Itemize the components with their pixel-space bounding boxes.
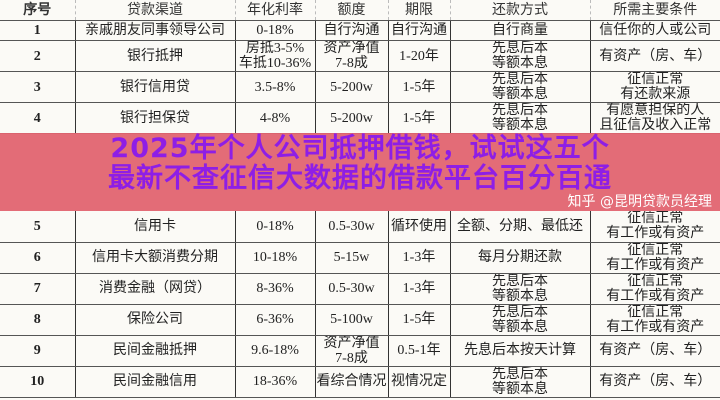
table-cell: 征信正常 有工作或有资产 (589, 304, 720, 336)
table-cell: 信用卡 (74, 211, 235, 243)
table-cell: 每月分期还款 (449, 242, 590, 274)
table-cell: 1-3年 (387, 242, 450, 274)
table-cell: 有资产（房、车） (589, 335, 720, 367)
table-cell: 银行担保贷 (74, 102, 235, 134)
table-cell: 征信正常 有还款来源 (589, 71, 720, 103)
table-cell: 全额、分期、最低还 (449, 211, 590, 243)
table-cell: 4 (0, 102, 75, 134)
column-header: 额度 (314, 0, 388, 21)
table-cell: 房抵3-5% 车抵10-36% (234, 40, 315, 72)
table-row: 6 信用卡大额消费分期 10-18% 5-15w 1-3年 每月分期还款 征信正常 有工作或… (0, 242, 720, 274)
table-cell: 视情况定 (387, 366, 450, 398)
loan-channels-table-bottom: 5 信用卡 0-18% 0.5-30w 循环使用 全额、分期、最低还 征信正常 有工作或有资… (0, 211, 720, 398)
table-cell: 9.6-18% (234, 335, 315, 367)
watermark: 知乎 @昆明贷款员经理 (567, 194, 712, 210)
table-cell: 0-18% (234, 20, 315, 41)
table-cell: 5-200w (314, 71, 388, 103)
table-cell: 保险公司 (74, 304, 235, 336)
table-cell: 2 (0, 40, 75, 72)
table-cell: 7 (0, 273, 75, 305)
table-cell: 亲戚朋友同事领导公司 (74, 20, 235, 41)
table-cell: 民间金融抵押 (74, 335, 235, 367)
column-header: 期限 (387, 0, 450, 21)
table-cell: 8 (0, 304, 75, 336)
table-cell: 消费金融（网贷） (74, 273, 235, 305)
table-cell: 民间金融信用 (74, 366, 235, 398)
table-cell: 先息后本 等额本息 (449, 40, 590, 72)
table-cell: 征信正常 有工作或有资产 (589, 242, 720, 274)
table-cell: 5 (0, 211, 75, 243)
table-cell: 银行信用贷 (74, 71, 235, 103)
table-row: 10 民间金融信用 18-36% 看综合情况 视情况定 先息后本 等额本息 有资产（房、车） (0, 366, 720, 398)
table-row: 1 亲戚朋友同事领导公司 0-18% 自行沟通 自行沟通 自行商量 信任你的人或公司 (0, 20, 720, 41)
table-cell: 自行沟通 (387, 20, 450, 41)
table-cell: 0.5-30w (314, 211, 388, 243)
table-cell: 征信正常 有工作或有资产 (589, 211, 720, 243)
table-row: 4 银行担保贷 4-8% 5-200w 1-5年 先息后本 等额本息 有愿意担保的人 且征信… (0, 102, 720, 134)
table-header: 序号 贷款渠道 年化利率 额度 期限 还款方式 所需主要条件 (0, 0, 720, 21)
table-cell: 资产净值 7-8成 (314, 335, 388, 367)
table-cell: 0.5-1年 (387, 335, 450, 367)
table-cell: 6 (0, 242, 75, 274)
table-cell: 资产净值 7-8成 (314, 40, 388, 72)
table-row: 9 民间金融抵押 9.6-18% 资产净值 7-8成 0.5-1年 先息后本按天计算 有资产… (0, 335, 720, 367)
table-row: 8 保险公司 6-36% 5-100w 1-5年 先息后本 等额本息 征信正常 有工作或有资… (0, 304, 720, 336)
table-row: 7 消费金融（网贷） 8-36% 0.5-30w 1-3年 先息后本 等额本息 征信正常 有… (0, 273, 720, 305)
table-row: 5 信用卡 0-18% 0.5-30w 循环使用 全额、分期、最低还 征信正常 有工作或有资… (0, 211, 720, 243)
table-cell: 先息后本 等额本息 (449, 273, 590, 305)
loan-channels-table-top: 序号 贷款渠道 年化利率 额度 期限 还款方式 所需主要条件 1 亲戚朋友同事领导公司 0-18… (0, 0, 720, 134)
table-cell: 有资产（房、车） (589, 40, 720, 72)
table-cell: 0-18% (234, 211, 315, 243)
table-row: 2 银行抵押 房抵3-5% 车抵10-36% 资产净值 7-8成 1-20年 先息后本 等… (0, 40, 720, 72)
table-cell: 1-20年 (387, 40, 450, 72)
table-cell: 先息后本 等额本息 (449, 366, 590, 398)
table-cell: 9 (0, 335, 75, 367)
table-cell: 5-100w (314, 304, 388, 336)
table-cell: 自行商量 (449, 20, 590, 41)
table-cell: 自行沟通 (314, 20, 388, 41)
table-cell: 4-8% (234, 102, 315, 134)
table-cell: 3 (0, 71, 75, 103)
table-cell: 8-36% (234, 273, 315, 305)
column-header: 序号 (0, 0, 75, 21)
table-cell: 5-200w (314, 102, 388, 134)
table-cell: 0.5-30w (314, 273, 388, 305)
table-cell: 5-15w (314, 242, 388, 274)
table-cell: 先息后本 等额本息 (449, 304, 590, 336)
table-cell: 征信正常 有工作或有资产 (589, 273, 720, 305)
headline-line-1: 2025年个人公司抵押借钱，试试这五个 (110, 133, 610, 164)
table-cell: 18-36% (234, 366, 315, 398)
table-cell: 3.5-8% (234, 71, 315, 103)
table-cell: 1-5年 (387, 71, 450, 103)
headline-banner: 2025年个人公司抵押借钱，试试这五个 最新不查征信大数据的借款平台百分百通 知… (0, 133, 720, 211)
column-header: 贷款渠道 (74, 0, 235, 21)
table-cell: 先息后本 等额本息 (449, 102, 590, 134)
column-header: 所需主要条件 (589, 0, 720, 21)
table-cell: 银行抵押 (74, 40, 235, 72)
table-cell: 1 (0, 20, 75, 41)
table-cell: 先息后本 等额本息 (449, 71, 590, 103)
table-cell: 1-5年 (387, 304, 450, 336)
table-cell: 先息后本按天计算 (449, 335, 590, 367)
table-row: 3 银行信用贷 3.5-8% 5-200w 1-5年 先息后本 等额本息 征信正常 有还款来… (0, 71, 720, 103)
table-cell: 有愿意担保的人 且征信及收入正常 (589, 102, 720, 134)
table-cell: 信任你的人或公司 (589, 20, 720, 41)
headline-line-2: 最新不查征信大数据的借款平台百分百通 (108, 163, 612, 194)
table-cell: 6-36% (234, 304, 315, 336)
table-cell: 看综合情况 (314, 366, 388, 398)
table-cell: 10-18% (234, 242, 315, 274)
column-header: 还款方式 (449, 0, 590, 21)
table-cell: 有资产（房、车） (589, 366, 720, 398)
table-cell: 1-3年 (387, 273, 450, 305)
table-cell: 信用卡大额消费分期 (74, 242, 235, 274)
column-header: 年化利率 (234, 0, 315, 21)
table-cell: 循环使用 (387, 211, 450, 243)
table-cell: 10 (0, 366, 75, 398)
table-cell: 1-5年 (387, 102, 450, 134)
